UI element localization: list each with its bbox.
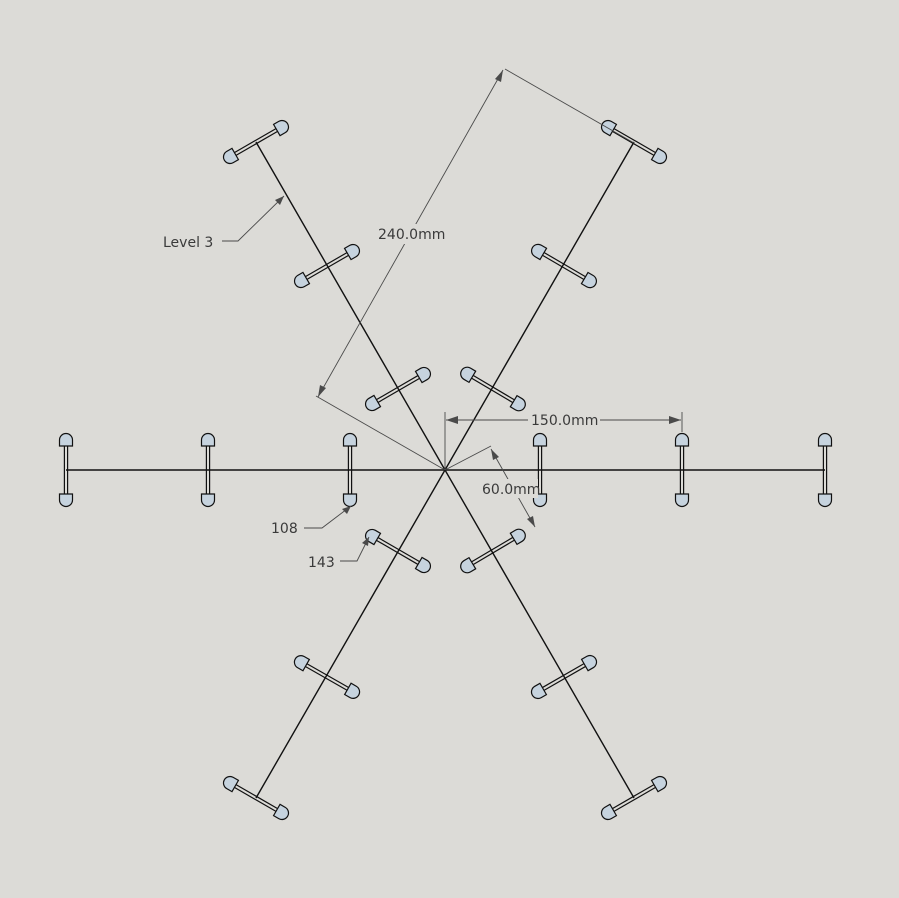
spoke-line [444,141,635,471]
bulb-tip [58,432,74,447]
spokes-group [66,141,825,799]
bulb-tip [532,432,548,447]
leader-tag-b [340,536,370,562]
crossbar [531,243,597,289]
arrowhead [491,449,499,460]
bulb-tip [817,432,833,447]
crossbar [460,366,526,412]
crossbar [600,119,668,165]
bulb-tip [293,271,311,289]
bulb-tip [222,775,240,793]
dimension-text-bg [480,479,538,498]
spoke-line [255,141,446,471]
bulb-tip [342,493,358,508]
crossbar [200,432,216,508]
bulb-tip [600,119,618,137]
bulb-tip [509,394,526,412]
arrowhead [318,385,326,397]
bulb-tip [509,528,526,546]
bulb-tip [531,243,548,261]
bulb-tip [460,556,477,574]
leader-level [222,195,285,242]
extension-line [504,68,635,144]
tag-b-label: 143 [308,555,335,571]
bulb-tip [817,493,833,508]
crossbar [58,432,74,508]
arrowhead [527,516,535,527]
crossbar [530,654,598,700]
extension-line [315,395,446,471]
arrowhead [669,416,681,424]
bulb-tip [58,493,74,508]
bulb-tip [674,493,690,508]
bulb-tip [364,394,382,412]
bulb-tip [600,803,618,821]
bulb-tip [414,556,432,574]
crossbars-group [58,119,833,821]
bulb-tip [650,147,668,165]
crossbar [342,432,358,508]
crossbar [674,432,690,508]
dimension-radial-text: 240.0mm [378,227,445,243]
dimension-text-bg [528,411,600,430]
bulb-tip [293,655,311,672]
bulb-tip [650,775,668,793]
arrowhead [446,416,458,424]
crossbar [293,243,361,289]
bulb-tip [272,803,290,821]
bulb-tip [580,271,597,289]
crossbar [460,528,526,574]
tag-a-label: 108 [271,521,298,537]
leader-tag-a [304,505,352,529]
dimension-radial [315,68,635,471]
bulb-tip [460,366,477,384]
crossbar [817,432,833,508]
bulb-tip [530,682,548,700]
crossbar [222,119,290,165]
extension-line [444,445,492,471]
bulb-tip [580,654,598,672]
crossbar [364,366,432,412]
arrowhead [495,70,503,82]
bulb-tip [342,432,358,447]
spoke-line [255,469,446,799]
bulb-tip [674,432,690,447]
dimension-horizontal-text: 150.0mm [531,413,598,429]
dimension-text-bg [374,224,448,244]
spoke-line [444,469,635,799]
crossbar [222,775,290,821]
level-label: Level 3 [163,235,213,251]
bulb-tip [200,432,216,447]
bulb-tip [343,243,361,261]
crossbar [600,775,668,821]
bulb-tip [343,682,361,699]
crossbar [293,655,361,699]
bulb-tip [272,119,290,137]
crossbar [364,528,432,574]
bulb-tip [414,366,432,384]
dimension-angular-text: 60.0mm [482,482,540,498]
bulb-tip [222,147,240,165]
bulb-tip [200,493,216,508]
